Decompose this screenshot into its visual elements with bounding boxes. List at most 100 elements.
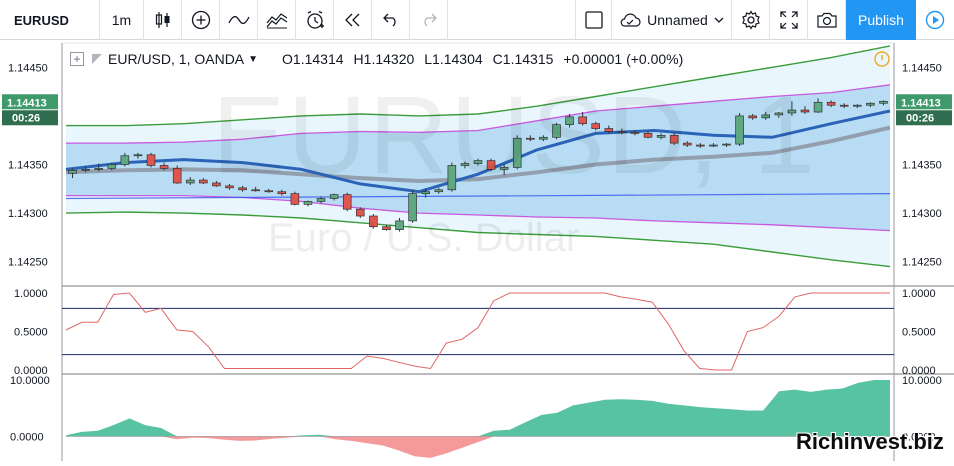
undo-icon xyxy=(382,13,396,27)
compare-button[interactable] xyxy=(220,0,258,40)
legend-low: L1.14304 xyxy=(424,51,483,67)
redo-icon xyxy=(423,13,437,27)
last-price-label-right: 1.14413 xyxy=(901,97,941,109)
fullscreen-icon xyxy=(779,11,798,29)
legend-open: O1.14314 xyxy=(282,51,344,67)
candle-body xyxy=(277,191,287,195)
candle-body xyxy=(866,102,875,106)
candle-body xyxy=(421,191,430,195)
interval-button[interactable]: 1m xyxy=(100,0,144,40)
candle-body xyxy=(369,215,378,228)
flag-icon[interactable] xyxy=(92,54,102,64)
outer-band-lower-line xyxy=(65,211,891,268)
candle-body xyxy=(185,179,195,184)
slow-ma-line xyxy=(65,125,891,184)
oscillator2-positive-area xyxy=(66,380,890,437)
candle-body xyxy=(617,131,627,133)
oscillator1-tick-label: 0.0000 xyxy=(902,365,936,377)
chart-container[interactable]: EURUSD, 1 Euro / U.S. Dollar + EUR/USD, … xyxy=(0,41,954,461)
candle-body xyxy=(290,193,300,205)
candle-body xyxy=(512,137,522,168)
candle-body xyxy=(539,136,548,140)
templates-icon xyxy=(266,13,287,29)
add-indicator-icon xyxy=(191,10,210,30)
candle-body xyxy=(94,168,103,170)
outer-band-fill xyxy=(66,45,890,267)
candle-body xyxy=(408,193,417,222)
oscillator2-negative-area xyxy=(66,436,890,458)
price-tick-label: 1.14350 xyxy=(902,160,942,172)
interval-label: 1m xyxy=(111,12,132,28)
candle-body xyxy=(735,115,744,145)
fullscreen-button[interactable] xyxy=(770,0,808,40)
legend-caret-icon[interactable]: ▼ xyxy=(248,53,259,65)
price-chart-svg[interactable]: 1.144501.144501.144001.144001.143501.143… xyxy=(0,41,954,461)
candle-body xyxy=(225,185,234,189)
symbol-search-button[interactable]: EURUSD xyxy=(0,0,100,40)
candle-body xyxy=(199,179,208,184)
candle-body xyxy=(800,109,810,113)
publish-label: Publish xyxy=(858,12,904,28)
candle-body xyxy=(251,189,260,192)
chart-style-button[interactable] xyxy=(144,0,182,40)
redo-button[interactable] xyxy=(410,0,448,40)
candle-body xyxy=(669,134,679,144)
replay-button[interactable] xyxy=(334,0,372,40)
oscillator1-tick-label: 1.0000 xyxy=(902,288,936,300)
alert-icon xyxy=(306,10,324,29)
legend-expand-icon[interactable]: + xyxy=(70,52,84,66)
candle-body xyxy=(434,189,444,193)
candle-body xyxy=(473,160,483,164)
candle-body xyxy=(447,165,457,191)
candle-body xyxy=(68,169,77,174)
candle-body xyxy=(853,104,862,107)
candle-body xyxy=(787,109,797,114)
oscillator1-line xyxy=(65,292,890,371)
replay-icon xyxy=(344,13,359,27)
candle-body xyxy=(159,165,169,169)
toolbar-spacer xyxy=(448,0,576,39)
mid-band-upper-line xyxy=(66,84,891,144)
alert-button[interactable] xyxy=(296,0,334,40)
mid-band-lower-line xyxy=(66,194,891,232)
publish-button[interactable]: Publish xyxy=(846,0,916,40)
settings-icon xyxy=(741,10,760,30)
play-button[interactable] xyxy=(916,0,954,40)
candle-body xyxy=(879,100,888,104)
candle-body xyxy=(303,201,313,205)
candle-body xyxy=(630,132,640,134)
legend-symbol[interactable]: EUR/USD, 1, OANDA xyxy=(108,51,245,67)
candle-body xyxy=(238,187,247,191)
candle-body xyxy=(460,163,470,166)
chart-settings-badge-icon[interactable] xyxy=(874,51,890,67)
save-layout-button[interactable]: Unnamed xyxy=(612,0,732,40)
oscillator2-tick-label: 10.0000 xyxy=(10,375,50,387)
candles-icon xyxy=(155,12,169,28)
snapshot-button[interactable] xyxy=(808,0,846,40)
candle-body xyxy=(146,154,156,166)
undo-button[interactable] xyxy=(372,0,410,40)
settings-button[interactable] xyxy=(732,0,770,40)
layout-button[interactable] xyxy=(576,0,612,40)
candle-body xyxy=(565,116,574,125)
last-price-badge-left xyxy=(2,94,58,110)
price-tick-label: 1.14450 xyxy=(8,62,48,74)
candle-body xyxy=(552,124,561,138)
layout-icon xyxy=(584,11,603,29)
candle-body xyxy=(356,208,365,217)
add-indicator-button[interactable] xyxy=(182,0,220,40)
oscillator2-tick-label: 10.0000 xyxy=(902,375,942,387)
candle-body xyxy=(395,220,404,230)
templates-button[interactable] xyxy=(258,0,296,40)
countdown-badge-left xyxy=(2,110,58,126)
outer-band-upper-line xyxy=(66,45,891,127)
candle-body xyxy=(342,194,352,210)
candle-body xyxy=(748,115,757,119)
oscillator1-tick-label: 1.0000 xyxy=(14,288,48,300)
candle-body xyxy=(107,164,117,169)
candle-body xyxy=(316,198,326,202)
compare-icon xyxy=(227,15,250,25)
candle-body xyxy=(839,104,849,107)
price-tick-label: 1.14250 xyxy=(8,257,48,269)
candle-body xyxy=(499,167,509,170)
